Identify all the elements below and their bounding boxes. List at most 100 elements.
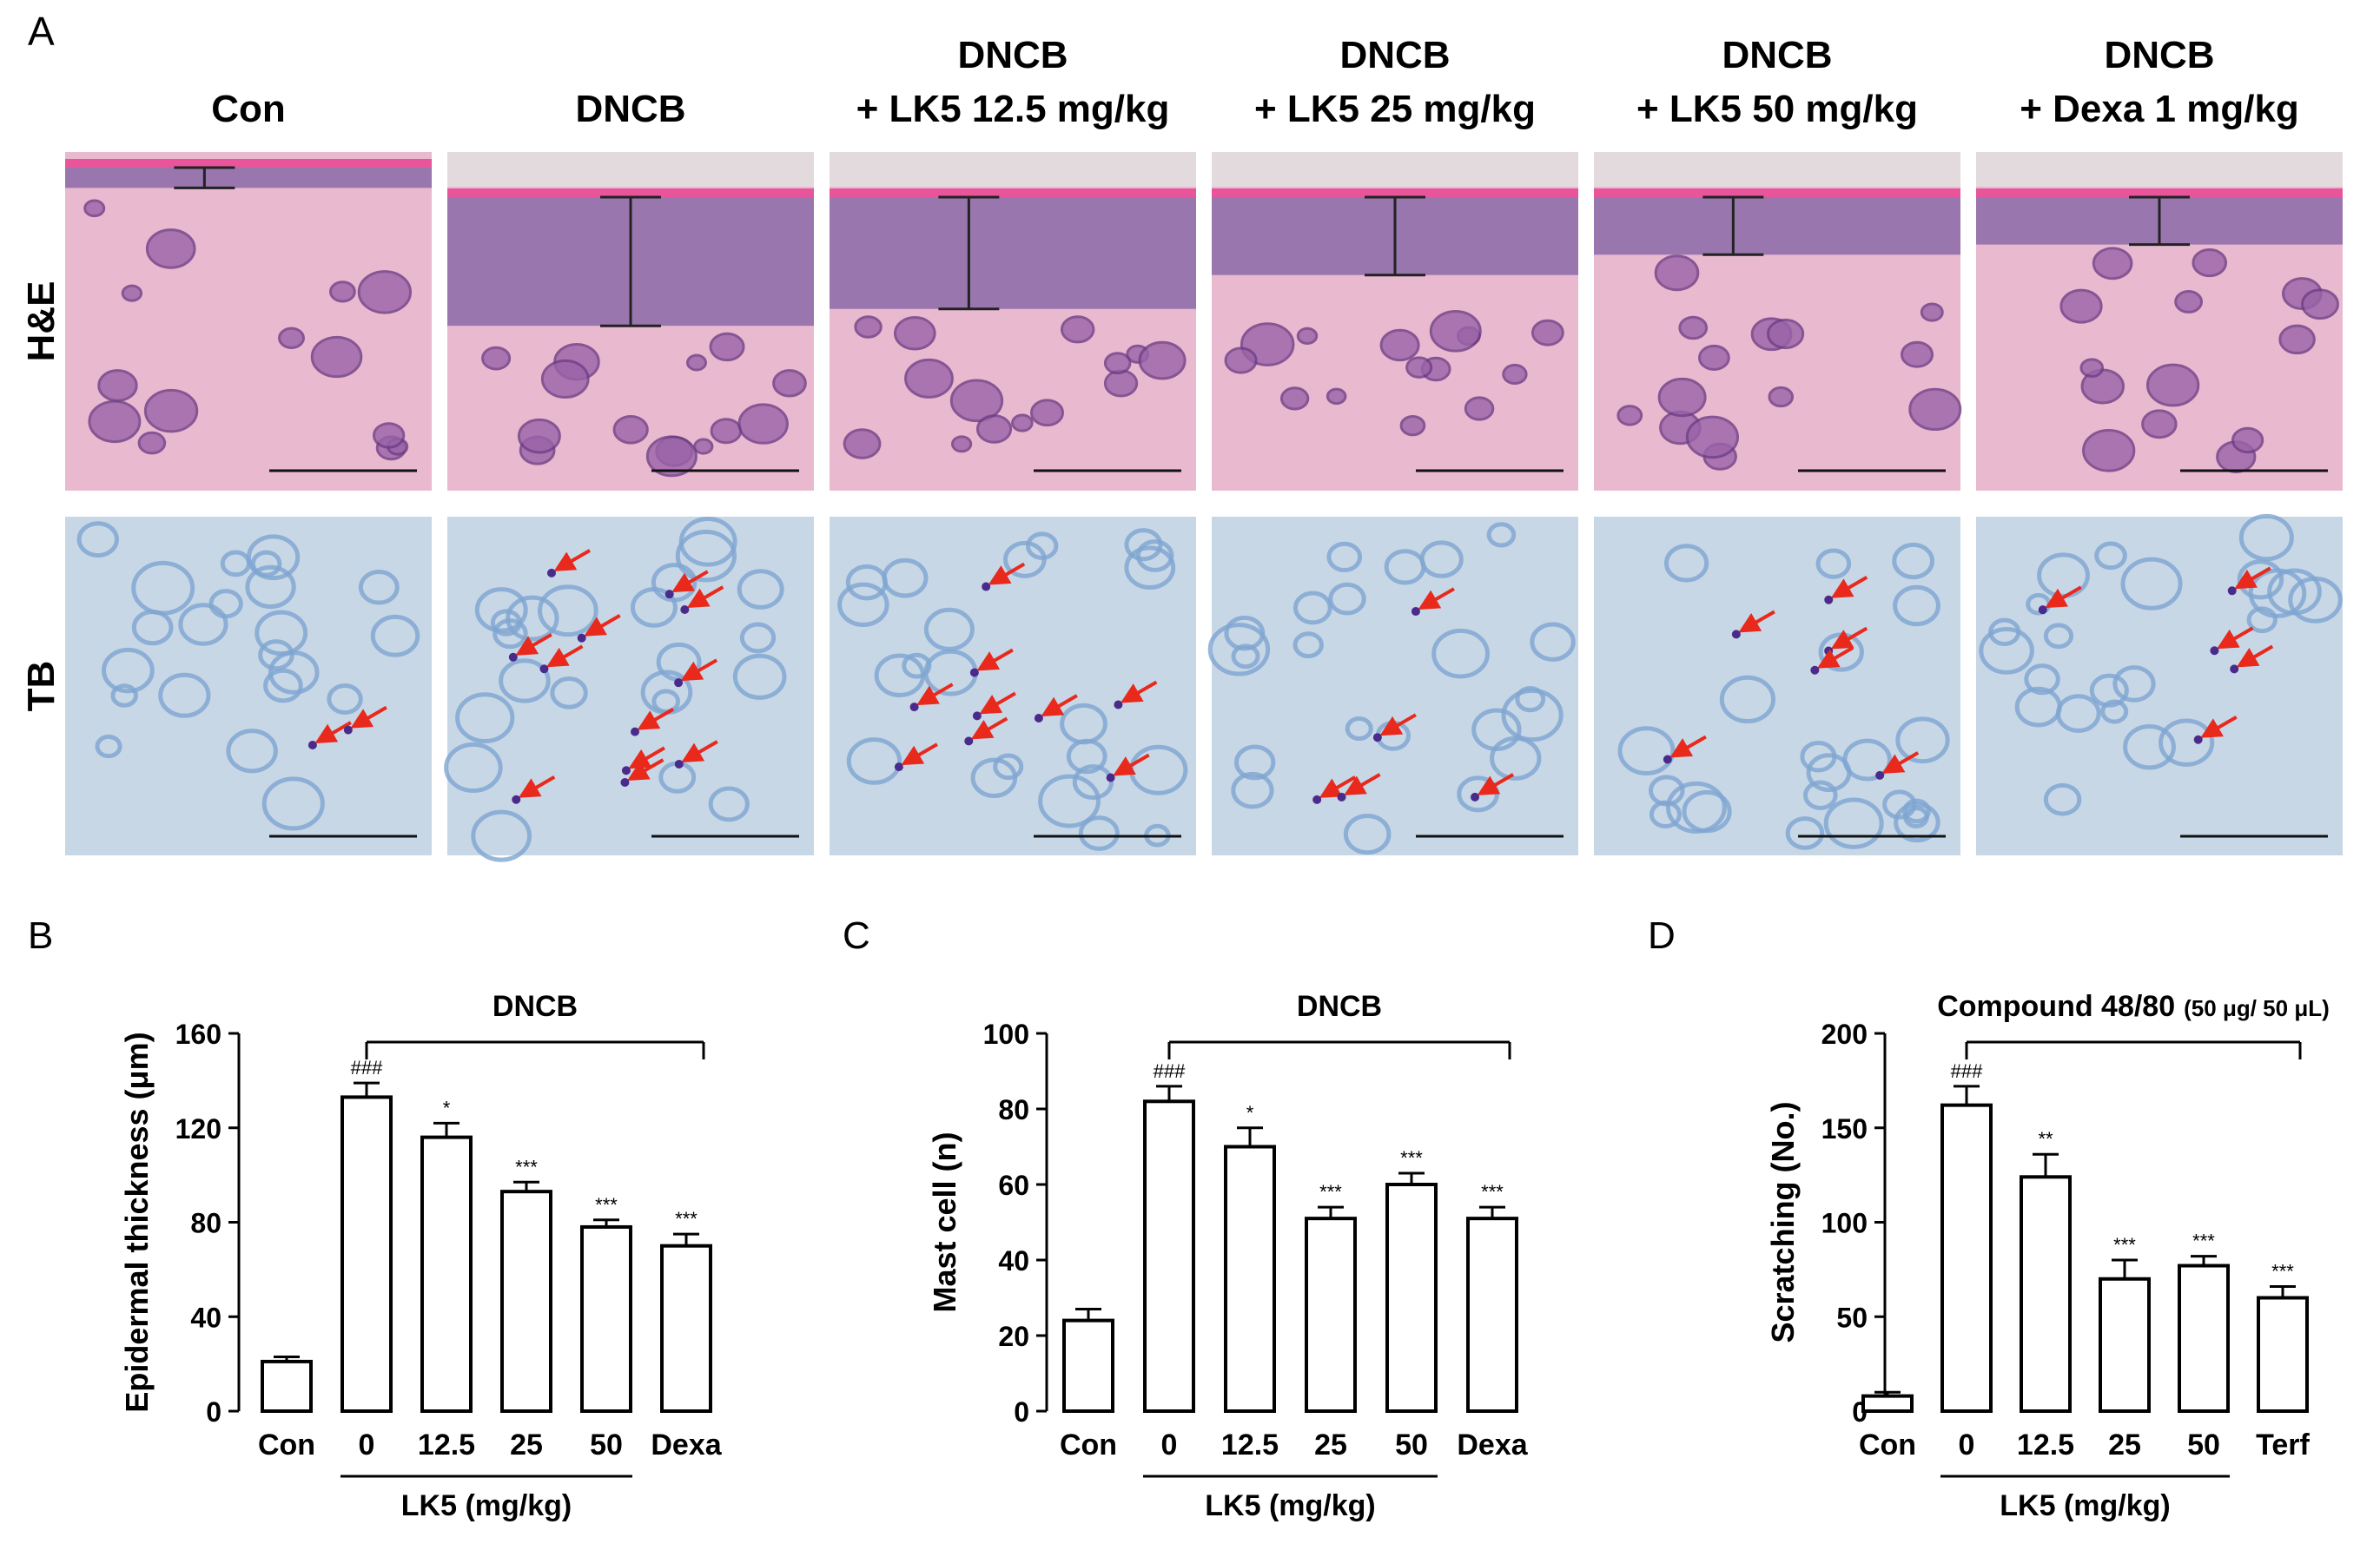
tb-micrograph [444, 517, 814, 862]
mast-cell-arrow [671, 570, 709, 593]
he-follicle [1657, 377, 1707, 418]
tb-follicle [1719, 675, 1776, 724]
mast-cell [1663, 755, 1672, 764]
mast-cell-arrow [626, 758, 664, 782]
mast-cell [894, 762, 903, 772]
tb-follicle [1345, 716, 1373, 742]
significance-label: * [443, 1097, 451, 1118]
mast-cell [1875, 770, 1885, 780]
tb-follicle [2159, 718, 2215, 767]
tb-follicle [970, 757, 1018, 798]
he-follicle [854, 315, 883, 339]
he-follicle [685, 353, 707, 372]
he-follicle [143, 388, 199, 433]
x-tick-label: Con [1859, 1429, 1916, 1462]
bar [261, 1359, 313, 1413]
tb-follicle [1893, 584, 1940, 627]
mast-cell [969, 668, 979, 677]
y-tick-label: 80 [998, 1094, 1029, 1125]
mast-cell-arrow [515, 633, 552, 656]
tb-follicle [2024, 663, 2060, 696]
tb-follicle [131, 610, 174, 646]
mast-cell-arrow [628, 746, 665, 769]
row-label: TB [20, 661, 63, 712]
he-top-space [1976, 152, 2343, 187]
he-micrograph [447, 152, 814, 491]
tb-follicle [444, 742, 503, 794]
group-label: LK5 (mg/kg) [401, 1489, 572, 1522]
tb-follicle [837, 582, 889, 627]
he-stratum-corneum [1976, 188, 2343, 197]
y-tick-label: 100 [983, 1019, 1029, 1050]
mast-cell [1810, 665, 1820, 675]
bar [2178, 1264, 2230, 1414]
y-tick-label: 60 [998, 1170, 1029, 1201]
he-follicle [1697, 344, 1730, 371]
tb-follicle [1066, 738, 1107, 775]
x-tick-label: 0 [1161, 1429, 1178, 1462]
mast-cell-arrow [680, 658, 718, 682]
bar [1062, 1318, 1114, 1413]
mast-cell-arrow [916, 683, 954, 706]
he-follicle [2141, 409, 2178, 439]
mast-cell [674, 678, 684, 688]
he-follicle [83, 199, 106, 218]
mast-cell-arrow [686, 585, 724, 608]
tb-follicle [846, 737, 902, 785]
he-follicle [1685, 415, 1740, 459]
he-epidermis [830, 197, 1196, 309]
tb-follicle [993, 753, 1024, 781]
he-top-space [1212, 152, 1578, 187]
mast-cell-arrow [1418, 587, 1455, 610]
tb-follicle [2094, 541, 2127, 571]
micrograph-grid [65, 152, 2343, 862]
bar [1861, 1394, 1914, 1413]
panel-a: A Con DNCB DNCB + LK5 12.5 mg/kg DNCB + LK5 2… [20, 9, 2343, 862]
tb-follicle [246, 534, 301, 581]
mast-cell [2210, 646, 2219, 656]
y-tick-label: 200 [1821, 1019, 1868, 1050]
he-micrograph [1594, 152, 1962, 491]
x-tick-label: 25 [2108, 1429, 2141, 1462]
mast-cell-arrow [1881, 751, 1920, 774]
he-follicle [1920, 302, 1944, 322]
mast-cell-arrow [1379, 713, 1417, 736]
he-follicle [121, 284, 143, 302]
he-follicle [1030, 399, 1064, 427]
x-tick-label: 0 [1959, 1429, 1975, 1462]
tb-micrograph [1976, 513, 2343, 855]
mast-cell [1337, 792, 1346, 802]
column-header-line2: + LK5 25 mg/kg [1254, 88, 1536, 130]
tb-follicle [2112, 665, 2156, 703]
tb-follicle [327, 683, 363, 716]
y-tick-label: 120 [175, 1113, 221, 1145]
tb-follicle [178, 603, 228, 646]
he-follicle [1103, 369, 1139, 398]
he-follicle [1766, 318, 1805, 350]
tb-follicle [1078, 815, 1120, 851]
y-tick-label: 150 [1821, 1113, 1868, 1145]
mast-cell [2038, 605, 2047, 615]
mast-cell [546, 568, 556, 577]
he-follicle [1011, 413, 1034, 432]
mast-cell-arrow [979, 691, 1016, 715]
mast-cell [1106, 773, 1115, 782]
tb-follicle [1882, 789, 1917, 820]
mast-cell-arrow [2045, 585, 2082, 609]
tb-follicle [1823, 797, 1884, 849]
tb-follicle [1803, 780, 1838, 810]
he-follicle [1429, 310, 1482, 353]
tb-follicle [1231, 643, 1260, 670]
bar [580, 1224, 632, 1413]
x-tick-label: 12.5 [2017, 1429, 2074, 1462]
mast-cell [1312, 795, 1322, 804]
he-epidermis [65, 168, 432, 188]
mast-cell-arrow [1738, 610, 1775, 633]
tb-follicle [263, 668, 303, 703]
mast-cell-arrow [2234, 566, 2271, 590]
he-follicle [975, 414, 1013, 444]
tb-tile-background [1212, 517, 1578, 855]
mast-cell [1372, 733, 1382, 742]
mast-cell-arrow [546, 644, 584, 668]
significance-label: ### [351, 1057, 383, 1079]
